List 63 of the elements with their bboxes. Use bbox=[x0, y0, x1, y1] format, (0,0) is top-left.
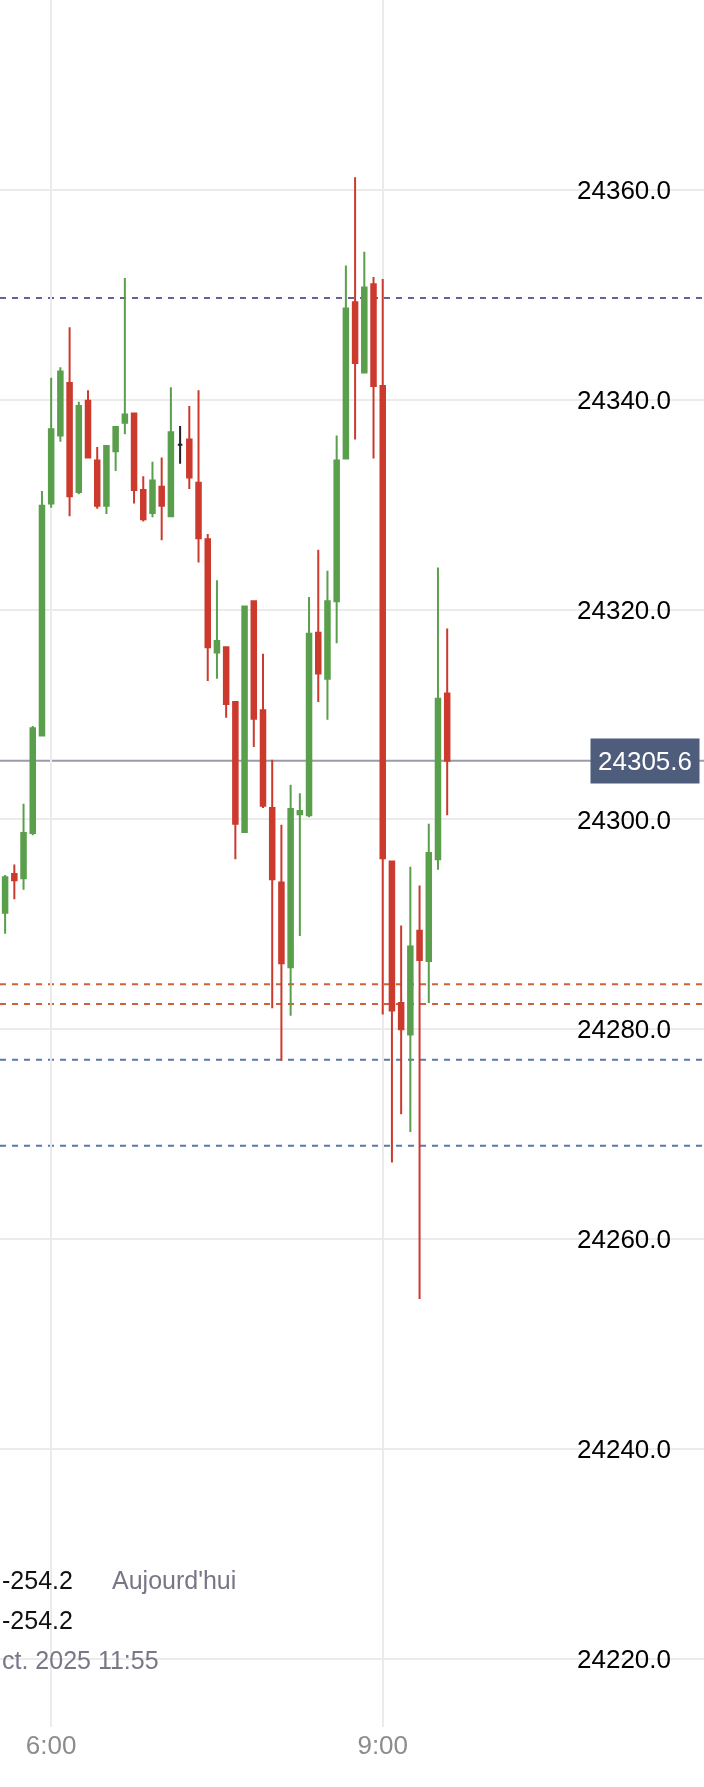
candlestick bbox=[20, 802, 27, 891]
candlestick bbox=[278, 823, 285, 1062]
y-tick-label: 24240.0 bbox=[577, 1434, 671, 1465]
candlestick bbox=[38, 490, 46, 737]
candlestick bbox=[29, 725, 36, 837]
ref-line-label: 24305.6 bbox=[598, 746, 692, 776]
candlestick bbox=[11, 863, 18, 901]
y-tick-label: 24300.0 bbox=[577, 804, 671, 835]
candlestick bbox=[130, 412, 138, 505]
candlestick bbox=[232, 700, 239, 861]
candlestick bbox=[434, 566, 442, 871]
candlestick bbox=[268, 758, 276, 1010]
candlestick bbox=[167, 386, 175, 518]
candlestick bbox=[103, 444, 110, 516]
candlestick bbox=[315, 548, 322, 703]
candlestick bbox=[324, 569, 331, 721]
candlestick bbox=[416, 884, 423, 1300]
candlestick bbox=[186, 405, 193, 490]
candlestick bbox=[388, 860, 396, 1164]
annotation: Aujourd'hui bbox=[112, 1566, 237, 1594]
candlestick bbox=[66, 326, 73, 518]
y-tick-label: 24220.0 bbox=[577, 1643, 671, 1674]
candlestick bbox=[241, 605, 248, 834]
candlestick bbox=[425, 822, 433, 1005]
candlestick bbox=[397, 924, 405, 1116]
candlestick bbox=[47, 376, 55, 509]
annotation: -254.2 bbox=[2, 1566, 73, 1594]
candlestick bbox=[407, 865, 414, 1134]
candlestick bbox=[158, 456, 165, 542]
candlestick bbox=[112, 426, 119, 473]
candlestick bbox=[296, 792, 304, 937]
candlestick bbox=[250, 600, 258, 749]
x-tick-label: 9:00 bbox=[357, 1730, 409, 1760]
annotation: ct. 2025 11:55 bbox=[2, 1646, 159, 1674]
y-tick-label: 24360.0 bbox=[577, 175, 671, 206]
candlestick bbox=[259, 652, 267, 809]
annotation: -254.2 bbox=[2, 1606, 73, 1634]
candlestick bbox=[333, 434, 340, 645]
y-tick-label: 24320.0 bbox=[577, 594, 671, 625]
candlestick bbox=[213, 579, 221, 680]
candlestick bbox=[222, 646, 230, 719]
candlestick bbox=[140, 475, 147, 523]
y-tick-label: 24280.0 bbox=[577, 1014, 671, 1045]
candlestick bbox=[149, 460, 156, 519]
candlestick bbox=[176, 424, 184, 465]
candlestick bbox=[287, 783, 294, 1017]
candlestick bbox=[57, 366, 64, 443]
candlestick bbox=[342, 264, 350, 460]
candlestick bbox=[195, 389, 202, 564]
candlestick bbox=[351, 176, 359, 441]
candlestick bbox=[1, 874, 9, 935]
x-tick-label: 6:00 bbox=[25, 1730, 77, 1760]
candlestick bbox=[84, 389, 92, 459]
candlestick bbox=[370, 275, 377, 460]
y-tick-label: 24340.0 bbox=[577, 384, 671, 415]
candlestick bbox=[75, 400, 83, 496]
candlestick bbox=[305, 596, 313, 819]
candlestick bbox=[93, 445, 101, 510]
candlestick bbox=[121, 277, 129, 436]
candlestick bbox=[361, 250, 368, 374]
candlestick bbox=[443, 627, 451, 817]
y-tick-label: 24260.0 bbox=[577, 1224, 671, 1255]
candlestick bbox=[204, 533, 211, 682]
